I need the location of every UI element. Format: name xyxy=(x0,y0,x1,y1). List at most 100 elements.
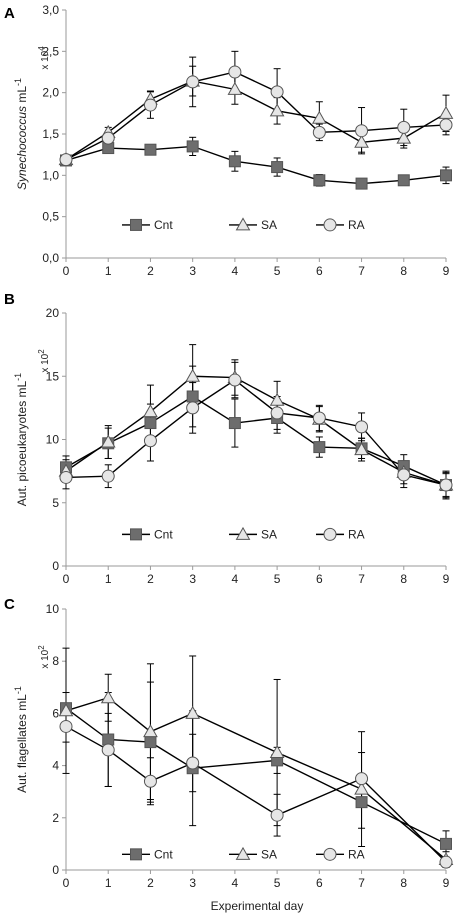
legend-label-sa: SA xyxy=(261,847,277,861)
data-point-cnt xyxy=(144,143,157,156)
data-point-sa xyxy=(354,134,369,148)
series-sa xyxy=(62,647,450,868)
data-point-ra xyxy=(143,774,157,788)
x-tick-label: 9 xyxy=(443,876,450,890)
legend-label-cnt: Cnt xyxy=(154,847,173,861)
data-point-cnt xyxy=(186,140,199,153)
data-point-ra xyxy=(439,478,453,492)
panel-letter-b: B xyxy=(4,291,15,308)
x-tick-label: 8 xyxy=(400,876,407,890)
x-tick-label: 7 xyxy=(358,876,365,890)
x-tick-label: 9 xyxy=(443,264,450,278)
data-point-ra xyxy=(439,855,453,869)
legend: Cnt SA RA xyxy=(122,526,365,541)
y-axis-title-text: Aut. picoeukaryotes mL xyxy=(15,380,29,506)
y-axis-title-exponent: -1 xyxy=(13,686,23,694)
x-tick-label: 2 xyxy=(147,572,154,586)
data-point-cnt xyxy=(271,161,284,174)
y-tick-label: 15 xyxy=(46,369,60,383)
markers-ra xyxy=(59,719,453,869)
x-tick-label: 5 xyxy=(274,572,281,586)
x-tick-label: 3 xyxy=(189,876,196,890)
data-point-sa xyxy=(185,368,201,382)
x-tick-label: 4 xyxy=(232,876,239,890)
data-point-cnt xyxy=(144,417,157,430)
legend-label-sa: SA xyxy=(261,527,277,541)
series-line-cnt xyxy=(65,707,447,845)
data-point-sa xyxy=(354,781,369,795)
legend-label-ra: RA xyxy=(348,527,365,541)
data-point-ra xyxy=(270,406,284,420)
y-tick-label: 0 xyxy=(52,863,59,877)
x-tick-label: 8 xyxy=(400,264,407,278)
data-point-sa xyxy=(311,110,327,124)
y-tick-label: 2,0 xyxy=(42,86,59,100)
x-tick-label: 6 xyxy=(316,876,323,890)
data-point-ra xyxy=(270,85,284,99)
series-ra xyxy=(62,361,450,499)
x-tick-label: 1 xyxy=(105,572,112,586)
y-axis-title-exponent: -1 xyxy=(13,78,23,86)
y-tick-label: 10 xyxy=(46,433,60,447)
data-point-ra xyxy=(355,420,369,434)
data-point-cnt xyxy=(355,796,368,809)
data-point-ra xyxy=(312,125,326,139)
y-tick-label: 6 xyxy=(52,706,59,720)
y-multiplier-base: x 10 xyxy=(40,353,51,372)
y-tick-label: 2,5 xyxy=(42,44,59,58)
y-tick-label: 0,5 xyxy=(42,210,59,224)
y-multiplier-label: x 104 xyxy=(37,46,51,70)
legend-marker-cnt xyxy=(130,218,142,231)
x-tick-label: 5 xyxy=(274,876,281,890)
y-axis-title: Aut. flagellates mL-1 xyxy=(13,686,29,793)
legend-marker-sa xyxy=(235,217,251,231)
y-tick-label: 5 xyxy=(52,496,59,510)
x-tick-label: 3 xyxy=(189,264,196,278)
data-point-cnt xyxy=(102,733,115,746)
x-tick-label: 3 xyxy=(189,572,196,586)
data-point-ra xyxy=(355,124,369,138)
data-point-ra xyxy=(186,75,200,89)
legend-label-sa: SA xyxy=(261,218,277,232)
x-tick-label: 1 xyxy=(105,264,112,278)
panel-letter-a: A xyxy=(4,5,15,22)
data-point-ra xyxy=(59,470,73,484)
legend-marker-ra xyxy=(323,847,337,861)
y-tick-label: 2 xyxy=(52,811,59,825)
series-sa xyxy=(62,344,450,500)
x-tick-label: 0 xyxy=(63,876,70,890)
panel-a: A 0,0 0,5 1,0 1,5 2,0 2,5 3,0 0 1 2 3 4 5 6 7 8 9 Synechoc… xyxy=(4,3,454,278)
data-point-ra xyxy=(228,373,242,387)
legend: Cnt SA RA xyxy=(122,846,365,861)
data-point-ra xyxy=(101,743,115,757)
y-axis-title-italic: Synechococcus xyxy=(15,106,29,190)
y-multiplier-base: x 10 xyxy=(40,649,51,668)
series-ra xyxy=(62,50,450,164)
legend-label-cnt: Cnt xyxy=(154,527,173,541)
data-point-sa xyxy=(143,404,158,418)
legend-marker-sa xyxy=(235,846,251,860)
panel-letter-c: C xyxy=(4,596,15,613)
data-point-ra xyxy=(312,411,326,425)
markers-ra xyxy=(59,65,453,167)
markers-sa xyxy=(58,73,454,166)
data-point-cnt xyxy=(228,155,241,168)
data-point-ra xyxy=(143,434,157,448)
x-tick-label: 0 xyxy=(63,572,70,586)
data-point-cnt xyxy=(228,417,241,430)
x-tick-label: 7 xyxy=(358,264,365,278)
legend-marker-sa xyxy=(235,526,251,540)
y-tick-label: 20 xyxy=(46,306,60,320)
data-point-sa xyxy=(143,724,158,738)
y-axis-title: Synechococcus mL-1 xyxy=(13,78,29,190)
x-tick-label: 0 xyxy=(63,264,70,278)
series-line-cnt xyxy=(65,145,447,185)
x-tick-label: 2 xyxy=(147,876,154,890)
y-multiplier-label: x 102 xyxy=(37,349,51,373)
legend: Cnt SA RA xyxy=(122,217,365,232)
series-cnt xyxy=(62,136,450,188)
data-point-ra xyxy=(143,98,157,112)
markers-cnt xyxy=(60,390,452,492)
data-point-sa xyxy=(269,392,285,406)
